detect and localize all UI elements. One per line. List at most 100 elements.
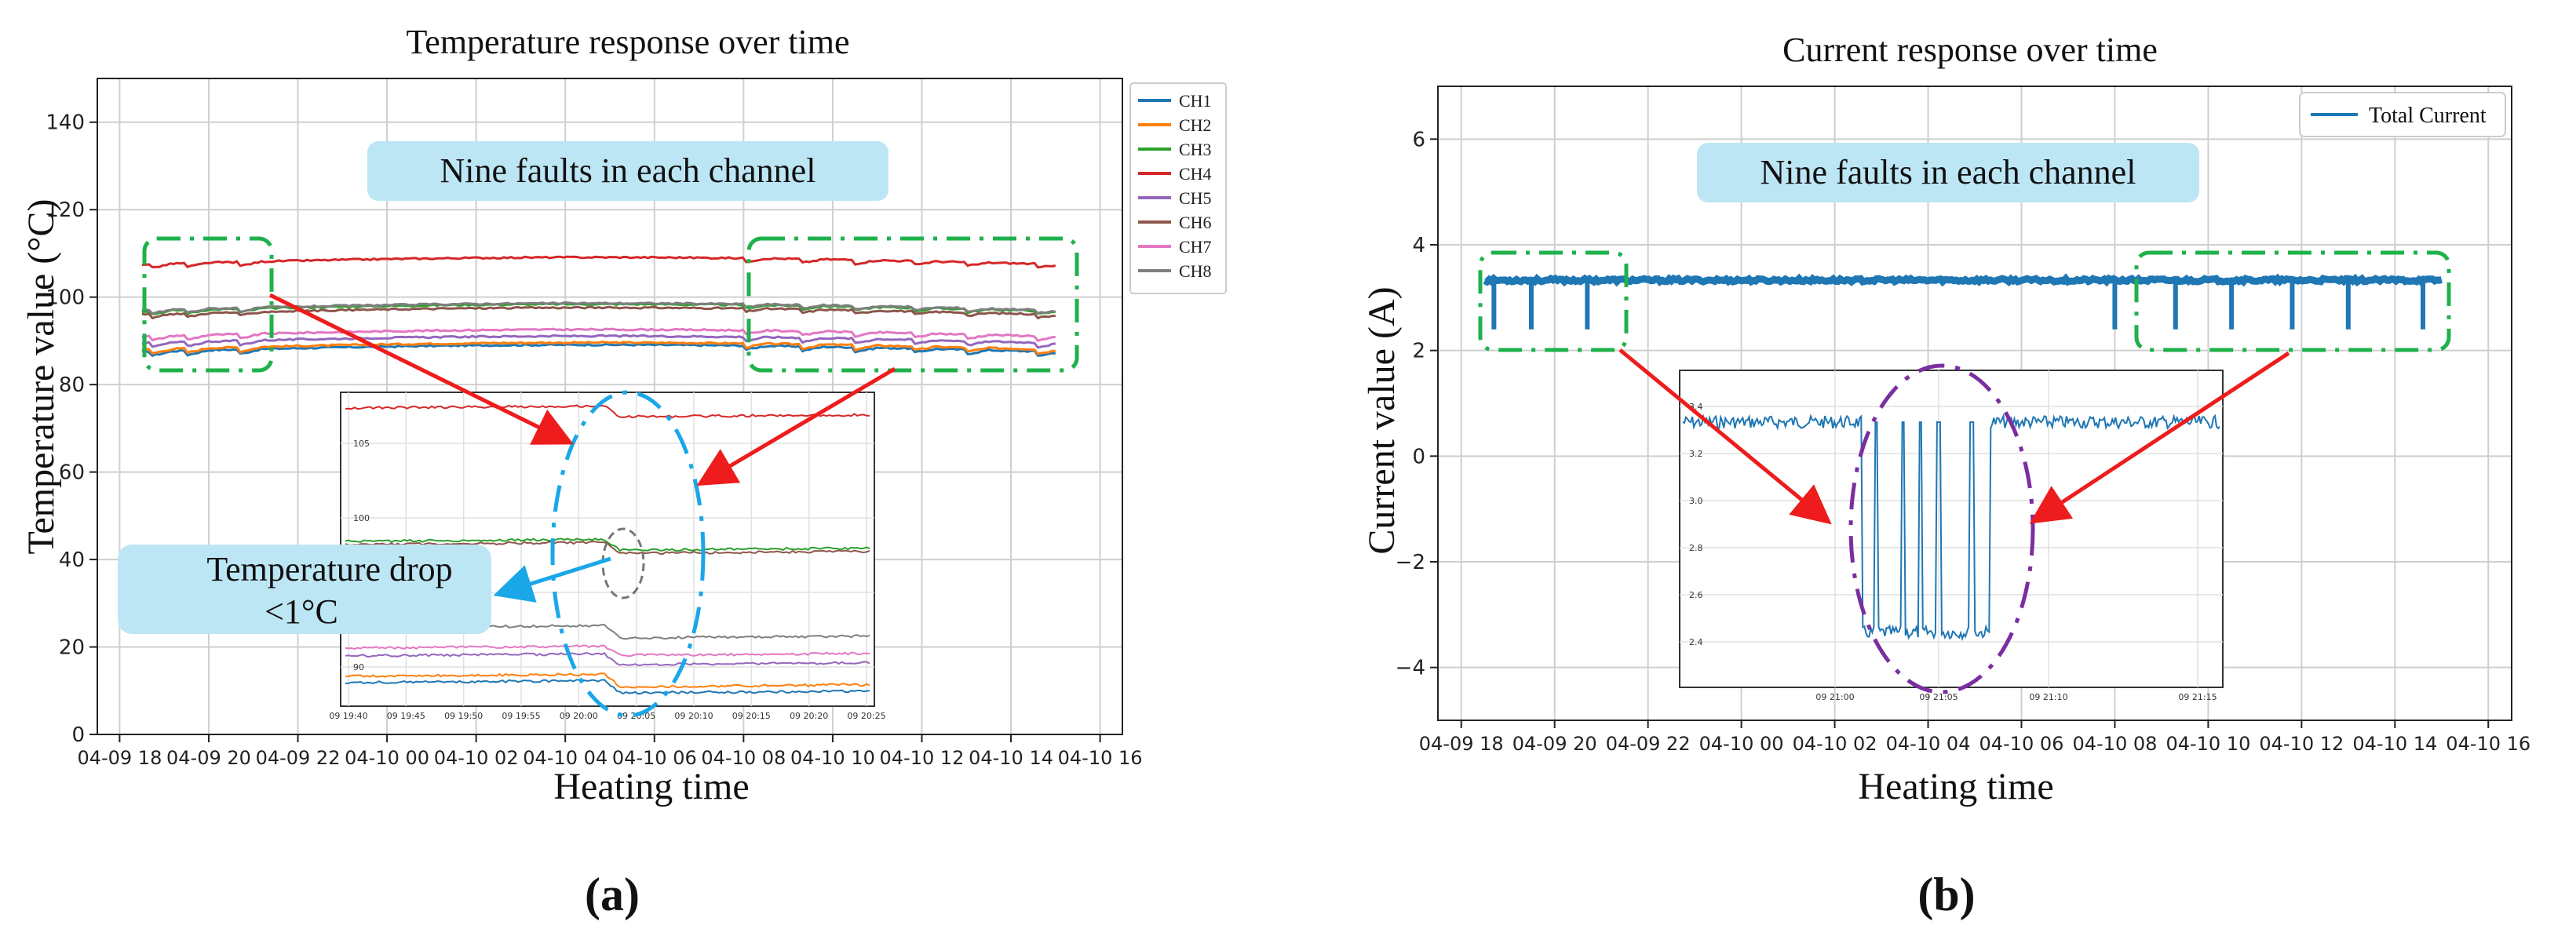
chart-a-inset-x-tick-label: 09 20:00 <box>560 711 598 721</box>
a-x-tick-label: 04-09 22 <box>256 747 341 769</box>
a-x-tick-label: 04-10 08 <box>701 747 786 769</box>
chart-a-annotation-nine-faults: Nine faults in each channel <box>440 151 816 190</box>
chart-a-legend-label-ch6: CH6 <box>1179 213 1212 232</box>
chart-a-x-ticks: 04-09 18 04-09 20 04-09 22 04-10 00 04-10 02… <box>77 734 1143 769</box>
chart-a-series-ch6 <box>141 305 1056 320</box>
chart-a-inset-line <box>345 537 870 552</box>
chart-a-legend-label-ch2: CH2 <box>1179 115 1212 135</box>
chart-b-inset-y-tick-label: 2.4 <box>1689 637 1703 647</box>
b-x-tick-label: 04-10 16 <box>2446 733 2530 755</box>
a-x-tick-label: 04-10 04 <box>523 747 608 769</box>
b-y-tick-label: 6 <box>1412 128 1425 151</box>
chart-b-inset-x-tick-label: 09 21:10 <box>2029 692 2067 702</box>
chart-b-arrow-left <box>1618 348 1832 525</box>
a-x-tick-label: 04-10 00 <box>345 747 429 769</box>
chart-a-legend-label-ch7: CH7 <box>1179 237 1212 257</box>
b-x-tick-label: 04-10 14 <box>2352 733 2437 755</box>
b-x-tick-label: 04-10 00 <box>1699 733 1784 755</box>
chart-a-legend-items: CH1 CH2 CH3 CH4 CH5 CH6 CH7 CH8 <box>1138 91 1212 281</box>
chart-b-legend-box <box>2299 92 2506 137</box>
chart-a-inset-y-tick-label: 105 <box>353 439 370 449</box>
chart-b-title: Current response over time <box>1782 31 2158 69</box>
chart-a-highlight-ellipse <box>550 390 706 718</box>
a-y-tick-label: 140 <box>46 111 85 135</box>
chart-a-inset-line <box>345 651 870 667</box>
chart-a-arrow-drop <box>493 556 611 603</box>
chart-a-y-label: Temperature value (°C) <box>20 199 62 555</box>
chart-a-inset-x-tick-label: 09 19:45 <box>387 711 425 721</box>
chart-b-inset-x-tick-label: 09 21:05 <box>1919 692 1958 702</box>
chart-a-temp-drop-value: <1°C <box>265 592 338 631</box>
chart-a-legend-label-ch1: CH1 <box>1179 91 1212 111</box>
chart-b-inset-x-ticks: 09 21:00 09 21:05 09 21:10 09 21:15 <box>1815 692 2217 702</box>
chart-b-legend-label: Total Current <box>2369 104 2487 128</box>
b-y-tick-label: −4 <box>1396 657 1425 680</box>
chart-b-inset-x-tick-label: 09 21:00 <box>1815 692 1854 702</box>
chart-b-x-ticks: 04-09 18 04-09 20 04-09 22 04-10 00 04-10 02… <box>1419 720 2530 755</box>
chart-a-inset-line <box>345 404 870 419</box>
chart-b-fault-region-right <box>2134 250 2451 352</box>
chart-a-series-ch2 <box>141 341 1056 355</box>
chart-a-legend-box <box>1129 82 1227 294</box>
b-x-tick-label: 04-10 02 <box>1793 733 1877 755</box>
b-y-tick-label: 2 <box>1412 340 1425 363</box>
chart-a-inset-x-tick-label: 09 20:15 <box>732 711 771 721</box>
chart-a-inset-x-tick-label: 09 19:40 <box>329 711 367 721</box>
a-y-tick-label: 40 <box>59 548 85 572</box>
panel-a: Temperature response over time 04-09 18 0… <box>20 23 1227 920</box>
chart-b-fault-region-left <box>1478 250 1629 352</box>
chart-a-series-ch4 <box>141 255 1056 269</box>
chart-a-series-ch7 <box>141 327 1056 343</box>
chart-b-series-total-current <box>1483 273 2443 287</box>
chart-b-annotation-nine-faults: Nine faults in each channel <box>1761 153 2136 191</box>
chart-b-arrow-right <box>2029 351 2290 524</box>
chart-a-inset-x-ticks: 09 19:40 09 19:45 09 19:50 09 19:55 09 20:00… <box>329 711 885 721</box>
b-y-tick-label: 0 <box>1412 445 1425 468</box>
b-x-tick-label: 04-10 04 <box>1886 733 1971 755</box>
chart-a-inset-series <box>345 404 870 695</box>
chart-a-inset-x-tick-label: 09 20:20 <box>790 711 828 721</box>
chart-b-inset-y-tick-label: 2.8 <box>1689 543 1703 553</box>
b-x-tick-label: 04-10 06 <box>1979 733 2064 755</box>
chart-b-inset: 09 21:00 09 21:05 09 21:10 09 21:15 2.4 2.6 2… <box>1679 370 2224 702</box>
chart-a-series-group <box>141 255 1056 358</box>
chart-a-drop-ellipse <box>601 527 645 599</box>
chart-b-inset-y-ticks: 2.42.62.83.03.23.4 <box>1689 402 1703 647</box>
a-x-tick-label: 04-09 20 <box>166 747 251 769</box>
chart-b-y-label: Current value (A) <box>1361 286 1403 554</box>
a-x-tick-label: 04-10 02 <box>434 747 519 769</box>
chart-b-x-label: Heating time <box>1858 766 2053 807</box>
chart-a-inset-x-tick-label: 09 20:25 <box>847 711 885 721</box>
chart-a-inset-x-tick-label: 09 19:55 <box>502 711 540 721</box>
chart-a-inset-y-tick-label: 90 <box>353 662 364 672</box>
b-x-tick-label: 04-10 10 <box>2166 733 2250 755</box>
chart-a-legend-label-ch4: CH4 <box>1179 164 1212 184</box>
a-x-tick-label: 04-10 06 <box>612 747 697 769</box>
a-y-tick-label: 80 <box>59 373 85 397</box>
chart-a-x-label: Heating time <box>553 766 749 807</box>
a-x-tick-label: 04-10 16 <box>1058 747 1143 769</box>
chart-a-arrow-left <box>268 293 574 445</box>
chart-b-series-group <box>1483 273 2443 330</box>
chart-b-inset-grid <box>1680 370 2223 687</box>
chart-a-series-ch1 <box>141 342 1056 358</box>
a-x-tick-label: 04-09 18 <box>77 747 162 769</box>
chart-b-inset-y-tick-label: 3.0 <box>1689 496 1703 506</box>
chart-b-inset-line <box>1682 413 2220 642</box>
chart-a-fault-region-left <box>142 236 274 373</box>
a-y-tick-label: 60 <box>59 461 85 485</box>
b-y-tick-label: 4 <box>1412 234 1425 257</box>
chart-b-legend: Total Current <box>2299 92 2506 137</box>
chart-a-inset-x-tick-label: 09 20:10 <box>674 711 713 721</box>
b-x-tick-label: 04-10 12 <box>2259 733 2344 755</box>
b-y-tick-label: −2 <box>1396 551 1425 574</box>
chart-b-inset-x-tick-label: 09 21:15 <box>2178 692 2217 702</box>
chart-a-inset-line <box>345 679 870 695</box>
chart-b-y-ticks: −4 −2 0 2 4 6 <box>1396 128 1438 680</box>
a-x-tick-label: 04-10 14 <box>969 747 1053 769</box>
chart-a-series-ch5 <box>141 333 1056 349</box>
chart-a-temp-drop-label: Temperature drop <box>206 550 452 588</box>
b-x-tick-label: 04-10 08 <box>2072 733 2157 755</box>
chart-b-panel-label: (b) <box>1917 869 1975 920</box>
b-x-tick-label: 04-09 18 <box>1419 733 1504 755</box>
